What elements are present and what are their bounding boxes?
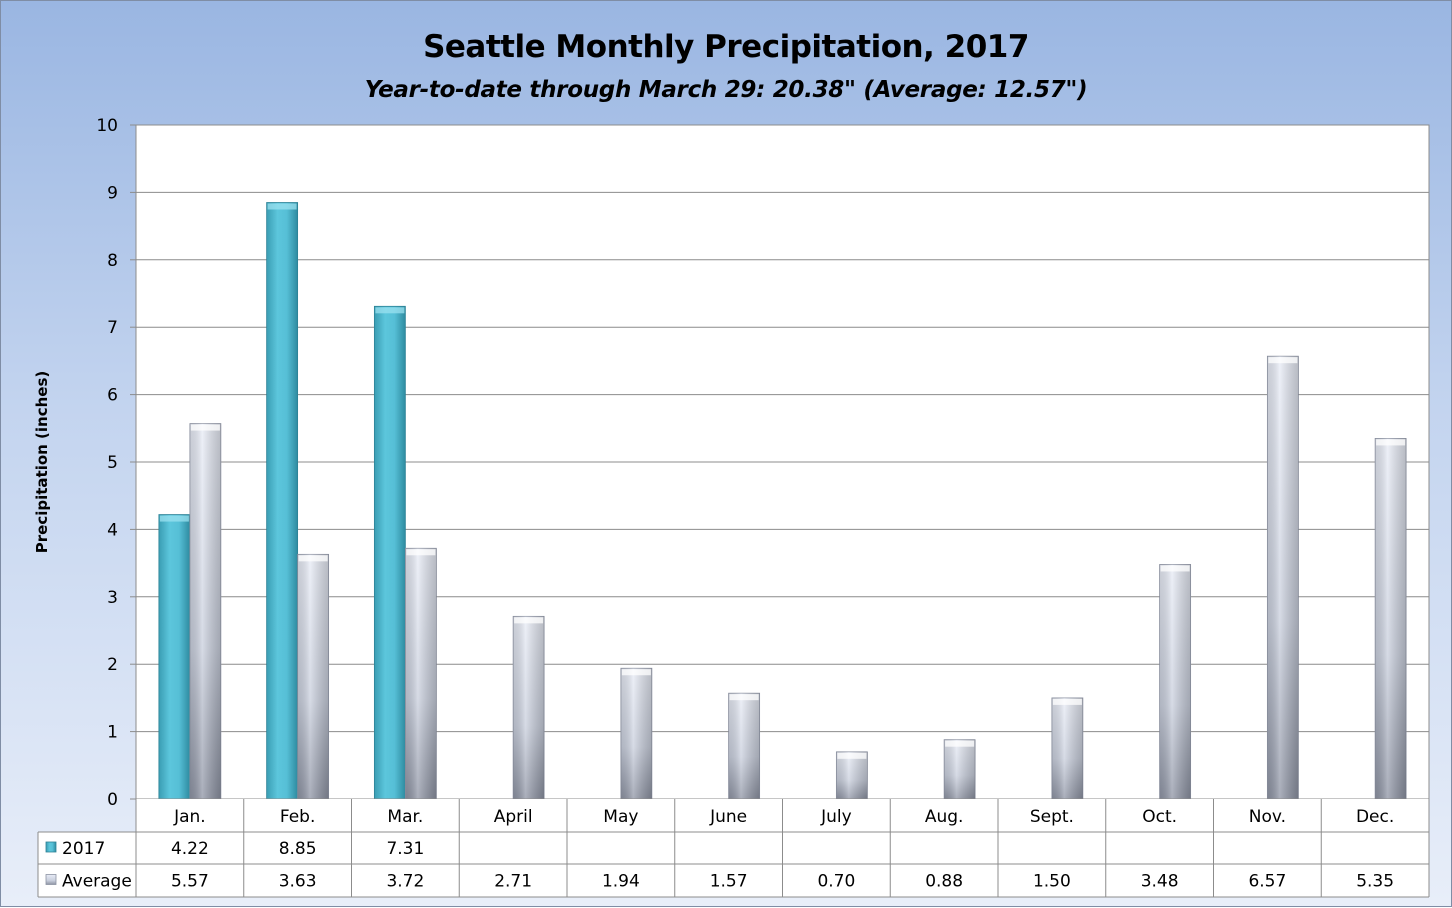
x-tick-label: June xyxy=(709,807,747,827)
bar-2017-cap xyxy=(375,307,405,314)
x-tick-label: May xyxy=(603,807,638,827)
bar-2017-cap xyxy=(267,203,297,210)
chart-subtitle: Year-to-date through March 29: 20.38" (A… xyxy=(364,77,1088,103)
y-tick-label: 8 xyxy=(107,251,118,271)
bar-average-shade xyxy=(620,668,652,799)
bar-average-shade xyxy=(944,739,976,799)
data-label: 3.63 xyxy=(279,872,317,892)
bar-average-cap xyxy=(1376,439,1406,446)
data-label: 7.31 xyxy=(386,839,424,859)
bar-average-shade xyxy=(513,616,545,799)
bar-average-cap xyxy=(1268,357,1298,364)
x-tick-label: Oct. xyxy=(1142,807,1177,827)
bar-2017 xyxy=(266,202,299,800)
bar-2017 xyxy=(373,305,406,800)
x-tick-label: Nov. xyxy=(1249,807,1286,827)
data-label: 1.94 xyxy=(602,872,640,892)
bar-average-cap xyxy=(298,555,328,562)
bar-average-shade xyxy=(297,554,329,799)
y-tick-label: 7 xyxy=(107,318,118,338)
y-tick-label: 3 xyxy=(107,588,118,608)
x-tick-label: Dec. xyxy=(1356,807,1394,827)
y-tick-label: 9 xyxy=(107,183,118,203)
legend-key-2017 xyxy=(45,841,57,853)
bar-average-shade xyxy=(1267,356,1299,799)
y-tick-label: 0 xyxy=(107,790,118,810)
bar-average-cap xyxy=(190,424,220,431)
bar-average-shade xyxy=(405,548,437,799)
x-tick-label: July xyxy=(820,807,852,827)
bar-2017-cap xyxy=(159,515,189,522)
bar-average-shade xyxy=(1051,697,1083,799)
y-tick-label: 2 xyxy=(107,655,118,675)
bar-average-cap xyxy=(837,752,867,759)
data-label: 1.57 xyxy=(710,872,748,892)
bar-average-shade xyxy=(836,751,868,799)
x-tick-label: Sept. xyxy=(1030,807,1074,827)
bar-average-shade xyxy=(1159,564,1191,799)
bar-average-shade xyxy=(1375,438,1407,799)
bar-average-cap xyxy=(514,617,544,624)
data-label: 3.72 xyxy=(386,872,424,892)
data-label: 3.48 xyxy=(1141,872,1179,892)
bar-average-cap xyxy=(945,740,975,747)
legend-label-average: Average xyxy=(62,872,132,892)
data-label: 2.71 xyxy=(494,872,532,892)
legend-label-2017: 2017 xyxy=(62,839,105,859)
x-tick-label: Aug. xyxy=(925,807,964,827)
x-tick-label: April xyxy=(494,807,533,827)
x-tick-label: Mar. xyxy=(387,807,423,827)
bar-average-cap xyxy=(1160,565,1190,572)
bar-average-shade xyxy=(189,423,221,799)
data-label: 5.35 xyxy=(1356,872,1394,892)
data-label: 5.57 xyxy=(171,872,209,892)
data-label: 6.57 xyxy=(1248,872,1286,892)
data-label: 8.85 xyxy=(279,839,317,859)
x-tick-label: Jan. xyxy=(173,807,206,827)
y-tick-label: 6 xyxy=(107,386,118,406)
y-tick-label: 5 xyxy=(107,453,118,473)
bar-average-cap xyxy=(406,549,436,556)
y-tick-label: 4 xyxy=(107,520,118,540)
legend-key-average xyxy=(45,874,57,885)
bar-average-cap xyxy=(1052,698,1082,705)
y-tick-label: 1 xyxy=(107,723,118,743)
data-label: 4.22 xyxy=(171,839,209,859)
x-tick-label: Feb. xyxy=(280,807,316,827)
bar-average-shade xyxy=(728,693,760,799)
chart-title: Seattle Monthly Precipitation, 2017 xyxy=(423,29,1029,65)
data-label: 0.70 xyxy=(817,872,855,892)
y-tick-label: 10 xyxy=(96,116,118,136)
bar-average-cap xyxy=(621,669,651,676)
data-label: 1.50 xyxy=(1033,872,1071,892)
data-label: 0.88 xyxy=(925,872,963,892)
bar-2017 xyxy=(158,514,191,800)
bar-average-cap xyxy=(729,694,759,701)
